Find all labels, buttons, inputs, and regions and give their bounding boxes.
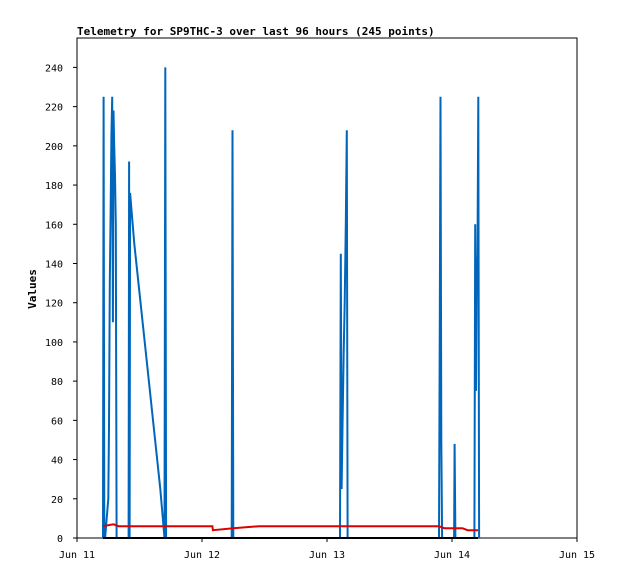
y-tick-label: 120 [45,299,63,310]
x-tick-label: Jun 13 [309,550,345,561]
chart-title: Telemetry for SP9THC-3 over last 96 hour… [77,25,435,38]
y-tick-label: 180 [45,181,63,192]
y-tick-label: 240 [45,63,63,74]
y-tick-label: 80 [51,377,63,388]
x-axis: Jun 11 Jun 12 Jun 13 Jun 14 Jun 15 [59,538,595,561]
y-tick-label: 40 [51,456,63,467]
y-tick-label: 140 [45,259,63,270]
y-axis: 0 20 40 60 80 100 120 140 160 180 200 220 240 [45,63,77,545]
series-layer [102,67,481,539]
series-line-red [102,523,478,532]
plot-area [76,37,578,539]
y-tick-label: 100 [45,338,63,349]
x-tick-label: Jun 14 [434,550,470,561]
x-tick-label: Jun 11 [59,550,95,561]
y-tick-label: 60 [51,416,63,427]
y-tick-label: 220 [45,103,63,114]
y-tick-label: 0 [57,534,63,545]
x-tick-label: Jun 12 [184,550,220,561]
y-tick-label: 20 [51,495,63,506]
y-tick-label: 160 [45,220,63,231]
x-tick-label: Jun 15 [559,550,595,561]
y-tick-label: 200 [45,142,63,153]
y-axis-label: Values [26,269,39,309]
